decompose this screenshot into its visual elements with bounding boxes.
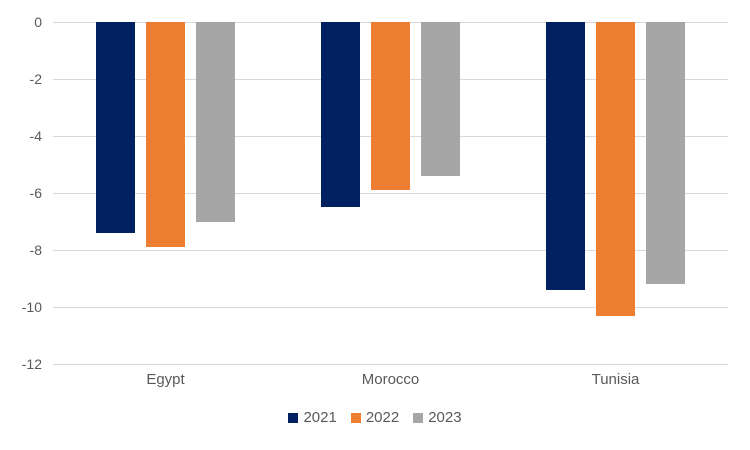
gridline-y--8 — [53, 249, 728, 251]
y-axis-tick-label: -10 — [21, 299, 42, 315]
y-axis-tick-label: -8 — [29, 242, 42, 258]
bar-egypt-2023 — [196, 22, 235, 222]
y-axis-tick-label: -4 — [29, 128, 42, 144]
x-axis-category-label: Morocco — [361, 371, 420, 388]
bar-egypt-2021 — [96, 22, 135, 233]
x-axis-category-label: Egypt — [146, 371, 185, 388]
legend-item-2021: 2021 — [288, 409, 337, 426]
gridline-y--10 — [53, 306, 728, 308]
legend-item-2023: 2023 — [413, 409, 462, 426]
chart-legend: 2021 2022 2023 — [0, 409, 750, 426]
y-axis-tick-label: -6 — [29, 185, 42, 201]
bar-tunisia-2021 — [546, 22, 585, 290]
legend-item-2022: 2022 — [350, 409, 400, 426]
y-axis-tick-label: -12 — [21, 356, 42, 372]
legend-label: 2022 — [365, 409, 400, 426]
legend-swatch-icon — [288, 412, 299, 423]
legend-label: 2021 — [303, 409, 337, 426]
bar-tunisia-2023 — [646, 22, 685, 285]
y-axis-tick-label: -2 — [29, 71, 42, 87]
bar-tunisia-2022 — [596, 22, 635, 316]
gridline-y--6 — [53, 192, 728, 194]
legend-swatch-icon — [413, 412, 424, 423]
bar-egypt-2022 — [146, 22, 185, 248]
bar-morocco-2021 — [321, 22, 360, 208]
bar-morocco-2022 — [371, 22, 410, 191]
legend-swatch-icon — [350, 412, 361, 423]
gridline-y--12 — [53, 363, 728, 365]
bar-morocco-2023 — [421, 22, 460, 176]
x-axis-category-label: Tunisia — [591, 371, 640, 388]
y-axis-tick-label: 0 — [34, 14, 42, 30]
legend-label: 2023 — [428, 409, 462, 426]
